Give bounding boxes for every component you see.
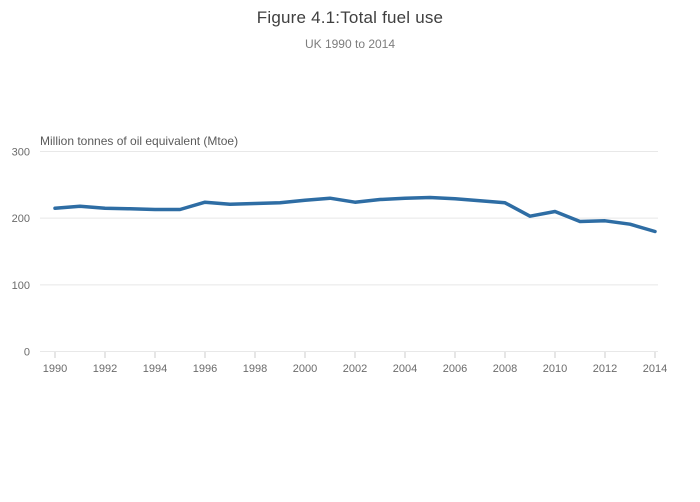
x-tick-label: 1996: [193, 363, 217, 375]
x-tick-label: 1990: [43, 363, 67, 375]
y-axis-title: Million tonnes of oil equivalent (Mtoe): [40, 134, 239, 148]
x-tick-label: 1992: [93, 363, 117, 375]
x-tick-label: 2000: [293, 363, 317, 375]
y-tick-label: 100: [12, 280, 30, 292]
x-tick-label: 2008: [493, 363, 517, 375]
y-tick-label: 0: [24, 347, 30, 359]
x-tick-label: 2006: [443, 363, 467, 375]
chart-title: Figure 4.1:Total fuel use: [256, 8, 444, 27]
data-line-total-fuel-use: [53, 195, 657, 234]
y-tick-label: 200: [12, 213, 30, 225]
x-tick-label: 2014: [643, 363, 667, 375]
x-tick-label: 1994: [143, 363, 167, 375]
x-tick-label: 2010: [543, 363, 567, 375]
y-tick-label: 300: [12, 147, 30, 159]
x-tick-label: 2012: [593, 363, 617, 375]
x-tick-label: 2002: [343, 363, 367, 375]
x-tick-label: 2004: [393, 363, 417, 375]
x-tick-label: 1998: [243, 363, 267, 375]
line-chart-plot-area[interactable]: 0 100 200 300 1990 1992 1994 1996 1998 2000 2002 20…: [0, 0, 700, 400]
chart-subtitle: UK 1990 to 2014: [304, 37, 396, 51]
